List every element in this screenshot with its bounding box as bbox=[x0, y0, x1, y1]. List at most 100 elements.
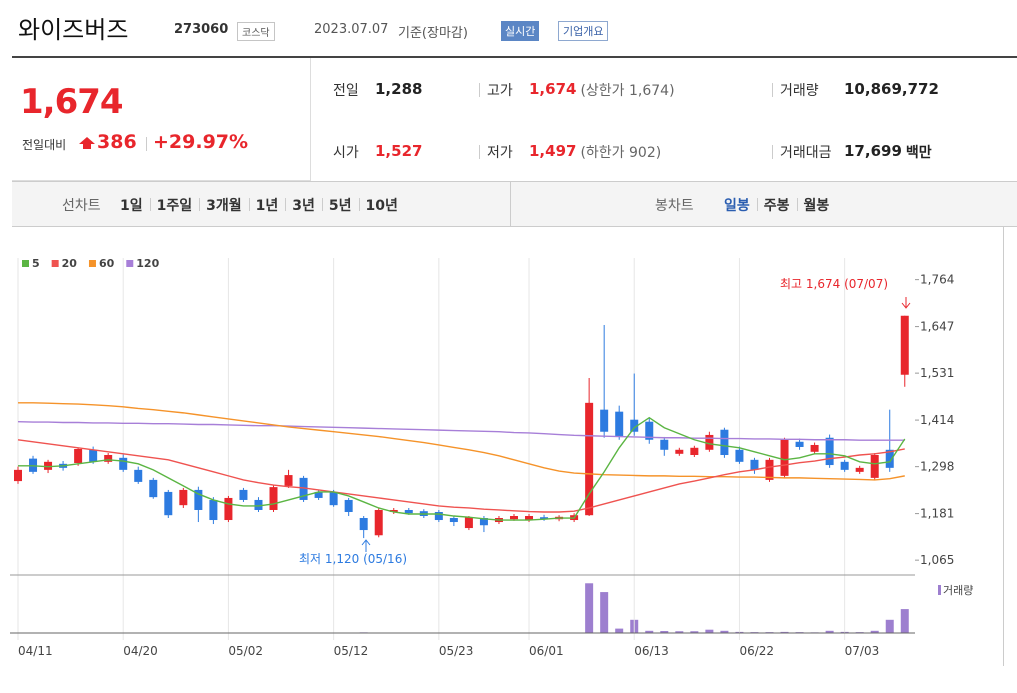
price: 1,674 bbox=[20, 82, 124, 122]
volume-bar bbox=[720, 630, 729, 633]
y-tick-label: 1,764 bbox=[920, 273, 954, 287]
candle-body bbox=[855, 467, 864, 472]
ma-line bbox=[17, 439, 905, 513]
y-tick-label: 1,647 bbox=[920, 320, 954, 334]
candle-body bbox=[14, 469, 22, 482]
candle-body bbox=[630, 419, 639, 432]
stat-label: 거래대금 bbox=[780, 145, 832, 161]
tab[interactable]: 일봉 bbox=[724, 198, 750, 214]
candle-body bbox=[359, 518, 368, 531]
separator bbox=[479, 145, 480, 159]
separator bbox=[772, 83, 773, 97]
x-tick-label: 04/11 bbox=[18, 644, 53, 658]
candle-body bbox=[840, 461, 849, 470]
realtime-button[interactable]: 실시간 bbox=[501, 21, 540, 41]
candle-body bbox=[540, 517, 549, 520]
candle-body bbox=[449, 518, 458, 523]
y-tick-label: 1,531 bbox=[920, 366, 954, 380]
candle-body bbox=[224, 497, 233, 521]
volume-bar bbox=[585, 583, 594, 633]
x-tick-label: 06/13 bbox=[634, 644, 669, 658]
ma-line bbox=[18, 402, 905, 481]
candle-body bbox=[44, 461, 53, 470]
high-arrow bbox=[901, 297, 911, 309]
candle-body bbox=[464, 517, 473, 529]
candle-body bbox=[149, 479, 158, 498]
y-tick-label: 1,298 bbox=[920, 460, 954, 474]
tab[interactable]: 10년 bbox=[365, 198, 398, 214]
stock-name: 와이즈버즈 bbox=[18, 16, 129, 44]
tab[interactable]: 월봉 bbox=[803, 198, 830, 214]
candle-body bbox=[74, 448, 83, 464]
market-badge: 코스닥 bbox=[237, 22, 275, 41]
date: 2023.07.07 bbox=[314, 22, 389, 37]
stat-label: 시가 bbox=[333, 145, 359, 161]
stat-label: 거래량 bbox=[780, 83, 819, 99]
low-arrow bbox=[361, 539, 371, 552]
stat-value: 17,699 bbox=[844, 142, 902, 160]
candle-body bbox=[374, 509, 383, 536]
candle-body bbox=[164, 491, 173, 516]
legend-label: 60 bbox=[99, 257, 115, 270]
x-tick-label: 05/23 bbox=[439, 644, 474, 658]
x-tick-label: 06/01 bbox=[529, 644, 564, 658]
tab[interactable]: 1년 bbox=[255, 198, 279, 214]
separator bbox=[772, 145, 773, 159]
tab[interactable]: 1주일 bbox=[156, 198, 193, 214]
top-rule bbox=[12, 56, 1017, 58]
separator bbox=[756, 198, 758, 211]
candle-body bbox=[104, 455, 113, 462]
candle-body bbox=[660, 439, 669, 450]
legend-swatch bbox=[126, 260, 134, 267]
price-box bbox=[12, 58, 311, 181]
candle-body bbox=[870, 455, 879, 478]
y-tick-label: 1,414 bbox=[920, 413, 954, 427]
candle-body bbox=[329, 491, 338, 506]
stat-label: 고가 bbox=[487, 83, 513, 99]
tab[interactable]: 3년 bbox=[292, 198, 315, 214]
legend-label: 5 bbox=[32, 257, 40, 270]
legend-swatch bbox=[22, 260, 29, 267]
tab[interactable]: 1일 bbox=[120, 198, 143, 214]
x-tick-label: 05/02 bbox=[228, 644, 263, 658]
legend-swatch bbox=[88, 260, 96, 267]
stat-value: 1,674 bbox=[529, 80, 577, 98]
candle-body bbox=[810, 444, 819, 452]
volume-bar bbox=[690, 631, 699, 633]
company-button[interactable]: 기업개요 bbox=[558, 21, 609, 41]
tab[interactable]: 주봉 bbox=[763, 198, 790, 214]
ma-line bbox=[17, 420, 905, 441]
legend-label: 20 bbox=[62, 257, 78, 270]
candle-body bbox=[780, 439, 789, 476]
tab-bar bbox=[12, 181, 1017, 227]
candle-body bbox=[119, 457, 128, 470]
candle-body bbox=[284, 475, 293, 486]
candle-body bbox=[690, 447, 699, 456]
separator bbox=[248, 198, 250, 211]
volume-bar bbox=[675, 631, 684, 633]
volume-bar bbox=[645, 630, 654, 633]
ma-line bbox=[18, 416, 906, 521]
line-chart-label: 선차트 bbox=[62, 198, 101, 214]
change-pct: +29.97% bbox=[153, 131, 249, 153]
change-label: 전일대비 bbox=[22, 138, 67, 152]
volume-swatch bbox=[938, 585, 941, 595]
volume-bar bbox=[870, 630, 879, 633]
stat-label: 전일 bbox=[333, 83, 359, 99]
candle-body bbox=[239, 489, 248, 500]
candle-body bbox=[194, 489, 203, 510]
candle-body bbox=[269, 487, 278, 510]
candle-body bbox=[254, 499, 263, 510]
candle-body bbox=[344, 499, 353, 512]
candle-body bbox=[525, 516, 534, 521]
volume-bar bbox=[885, 619, 894, 633]
y-tick-label: 1,065 bbox=[920, 553, 954, 567]
low-annotation: 최저 1,120 (05/16) bbox=[299, 552, 407, 566]
candle-body bbox=[389, 509, 398, 512]
tab[interactable]: 3개월 bbox=[206, 198, 242, 214]
stat-value: 1,527 bbox=[375, 142, 423, 160]
candle-body bbox=[720, 429, 729, 456]
tab[interactable]: 5년 bbox=[328, 198, 352, 214]
